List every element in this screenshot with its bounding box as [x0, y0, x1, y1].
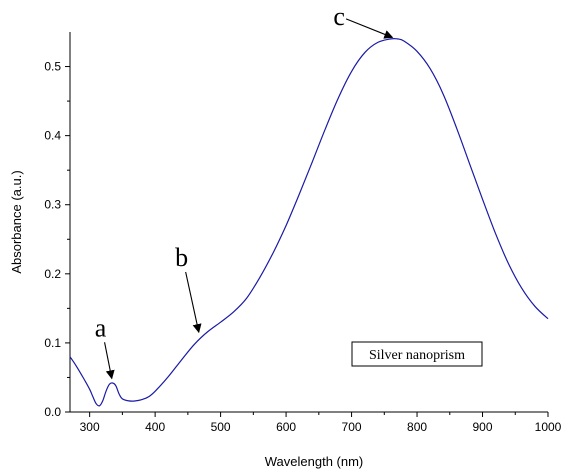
y-tick-label: 0.2 [44, 267, 61, 281]
x-tick-label: 800 [407, 420, 427, 434]
x-tick-label: 900 [473, 420, 493, 434]
annotation-arrow-b [185, 271, 202, 334]
x-tick-label: 700 [342, 420, 362, 434]
x-axis-ticks: 300 400 500 600 700 800 900 1000 [80, 412, 562, 434]
x-tick-label: 1000 [535, 420, 562, 434]
annotation-label-b: b [175, 243, 188, 272]
legend-box-frame [351, 341, 483, 367]
y-tick-label: 0.0 [44, 405, 61, 419]
y-tick-label: 0.1 [44, 336, 61, 350]
x-tick-label: 600 [276, 420, 296, 434]
annotation-label-a: a [95, 313, 107, 342]
y-tick-label: 0.5 [44, 60, 61, 74]
x-tick-label: 300 [80, 420, 100, 434]
legend-box-text: Silver nanoprism [369, 348, 465, 363]
annotation-label-c: c [333, 2, 345, 31]
x-axis-title: Wavelength (nm) [265, 454, 364, 469]
x-tick-label: 500 [211, 420, 231, 434]
plot-frame [69, 32, 548, 413]
y-axis-ticks: 0.0 0.1 0.2 0.3 0.4 0.5 [44, 60, 70, 419]
legend-box: Silver nanoprism [351, 341, 483, 367]
y-tick-label: 0.4 [44, 129, 61, 143]
annotations: a b c [95, 2, 394, 380]
annotation-arrow-a [104, 342, 115, 380]
y-axis-title: Absorbance (a.u.) [9, 170, 24, 273]
y-tick-label: 0.3 [44, 198, 61, 212]
annotation-arrow-c [345, 18, 394, 39]
series-line [69, 37, 549, 407]
x-tick-label: 400 [145, 420, 165, 434]
